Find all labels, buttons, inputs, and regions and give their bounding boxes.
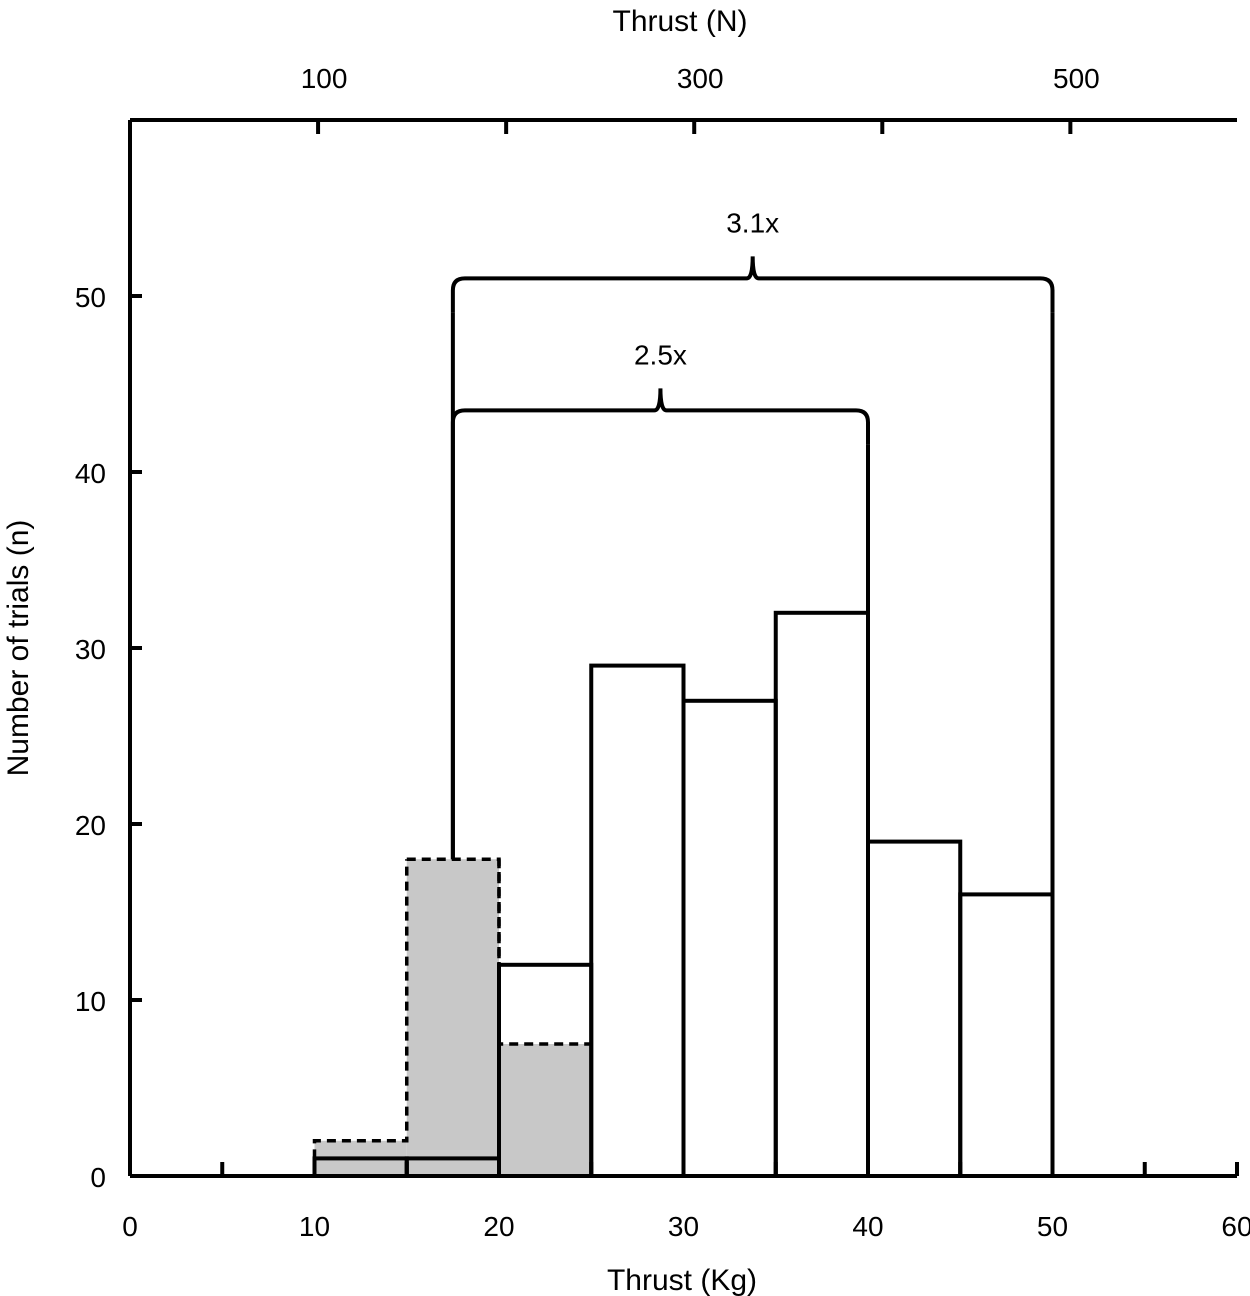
bar-solid-4: [681, 698, 778, 1178]
bar-gray-2: [499, 1044, 592, 1176]
bar-solid-5: [773, 610, 870, 1178]
top-tick-label-100: 100: [301, 63, 348, 94]
x-tick-label-0: 0: [122, 1211, 138, 1242]
y-axis-title: Number of trials (n): [2, 520, 35, 777]
ticks-layer: 0 10 20 30 40 50 60 0 10 20 30 40 50 100 300 500: [75, 63, 1250, 1242]
y-tick-label-20: 20: [75, 810, 106, 841]
bar-solid-6: [866, 839, 963, 1178]
braces-layer: 2.5x 3.1x: [450, 207, 1055, 895]
top-tick-label-300: 300: [677, 63, 724, 94]
bar-solid-3: [589, 663, 686, 1178]
x-tick-label-20: 20: [483, 1211, 514, 1242]
y-tick-label-0: 0: [90, 1162, 106, 1193]
x-tick-label-10: 10: [299, 1211, 330, 1242]
brace-1: [450, 256, 1055, 313]
top-tick-label-500: 500: [1053, 63, 1100, 94]
y-tick-label-40: 40: [75, 458, 106, 489]
bars-layer: [312, 610, 1055, 1179]
x-tick-label-40: 40: [852, 1211, 883, 1242]
y-tick-label-10: 10: [75, 986, 106, 1017]
x-axis-title: Thrust (Kg): [607, 1264, 757, 1296]
brace-0: [450, 388, 870, 445]
bar-dashed-outline-2: [497, 859, 593, 1176]
y-tick-label-50: 50: [75, 282, 106, 313]
y-tick-label-30: 30: [75, 634, 106, 665]
x-tick-label-50: 50: [1037, 1211, 1068, 1242]
x-tick-label-60: 60: [1221, 1211, 1250, 1242]
brace-label-1: 3.1x: [726, 207, 779, 238]
brace-label-0: 2.5x: [634, 339, 687, 370]
bar-gray-1: [406, 859, 499, 1176]
bar-solid-7: [958, 892, 1055, 1179]
x-tick-label-30: 30: [668, 1211, 699, 1242]
top-axis-title: Thrust (N): [613, 5, 748, 38]
bar-dashed-outline-0: [312, 859, 409, 1159]
